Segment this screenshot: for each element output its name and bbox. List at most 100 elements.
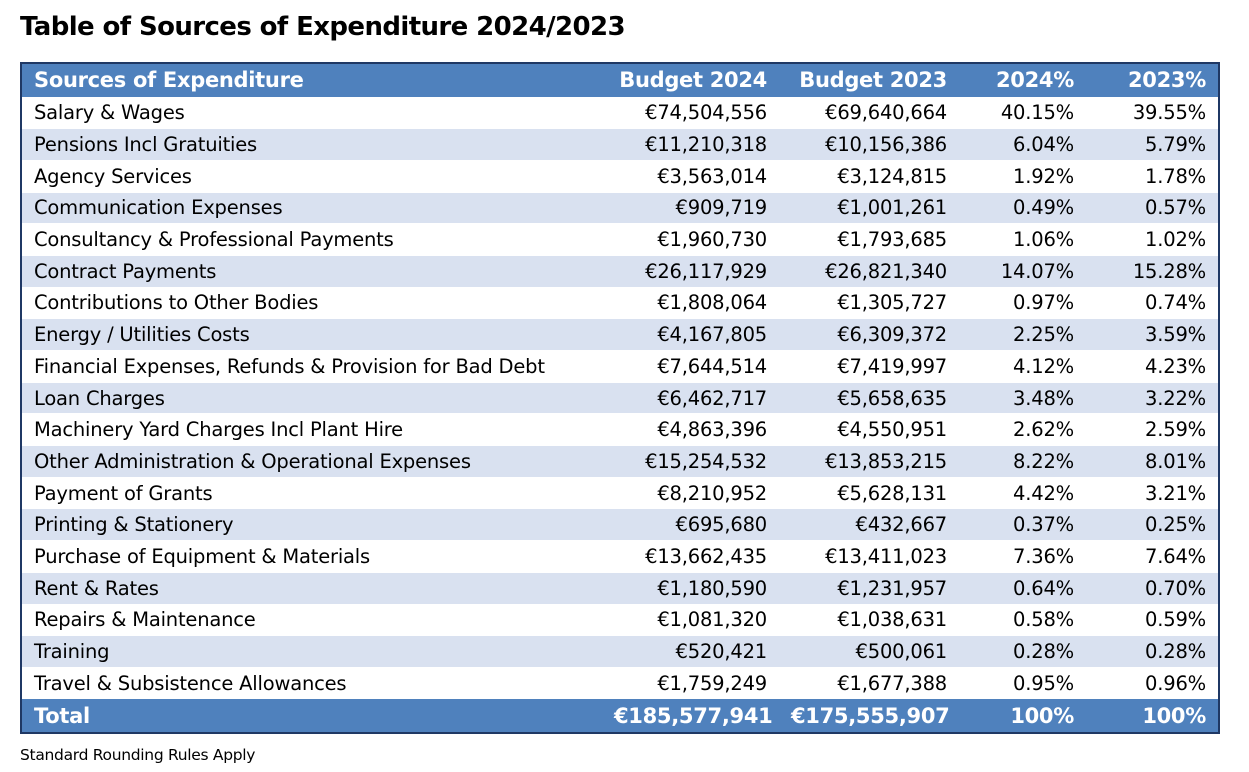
table-row: Energy / Utilities Costs €4,167,805 €6,309… — [21, 318, 1219, 351]
cell-pct-2023: 15.28% — [1086, 254, 1219, 288]
table-row: Travel & Subsistence Allowances €1,759,24… — [21, 666, 1219, 700]
cell-pct-2024: 14.07% — [959, 254, 1086, 288]
cell-budget-2023: €1,038,631 — [779, 603, 959, 636]
cell-budget-2024: €1,808,064 — [602, 286, 779, 319]
cell-budget-2024: €6,462,717 — [602, 381, 779, 414]
table-header: Sources of Expenditure Budget 2024 Budge… — [21, 63, 1219, 97]
total-row: Total €185,577,941 €175,555,907 100% 100… — [21, 699, 1219, 734]
cell-pct-2024: 7.36% — [959, 540, 1086, 573]
cell-source: Energy / Utilities Costs — [21, 318, 602, 351]
column-header-pct-2024: 2024% — [996, 68, 1074, 93]
cell-budget-2024: €26,117,929 — [602, 254, 779, 288]
cell-budget-2023: €432,667 — [779, 508, 959, 541]
table-row: Rent & Rates €1,180,590 €1,231,957 0.64% 0.7… — [21, 571, 1219, 604]
cell-source: Purchase of Equipment & Materials — [21, 540, 602, 573]
cell-source: Contract Payments — [21, 254, 602, 288]
cell-pct-2023: 0.28% — [1086, 635, 1219, 668]
cell-source: Printing & Stationery — [21, 508, 602, 541]
cell-budget-2024: €11,210,318 — [602, 128, 779, 161]
table-row: Loan Charges €6,462,717 €5,658,635 3.48% 3.2… — [21, 381, 1219, 414]
cell-pct-2024: 0.37% — [959, 508, 1086, 541]
cell-pct-2023: 0.70% — [1086, 571, 1219, 604]
page-title: Table of Sources of Expenditure 2024/202… — [20, 12, 626, 42]
table-row: Purchase of Equipment & Materials €13,662… — [21, 540, 1219, 573]
cell-budget-2024: €8,210,952 — [602, 476, 779, 509]
cell-budget-2023: €500,061 — [779, 635, 959, 668]
cell-pct-2024: 8.22% — [959, 445, 1086, 478]
cell-pct-2024: 0.58% — [959, 603, 1086, 636]
cell-pct-2024: 1.06% — [959, 223, 1086, 256]
cell-pct-2024: 0.97% — [959, 286, 1086, 319]
expenditure-table: Sources of Expenditure Budget 2024 Budge… — [20, 62, 1220, 735]
cell-pct-2024: 0.49% — [959, 191, 1086, 224]
cell-pct-2024: 0.95% — [959, 666, 1086, 700]
column-header-pct-2023: 2023% — [1128, 68, 1206, 93]
table-row: Machinery Yard Charges Incl Plant Hire €4… — [21, 413, 1219, 446]
cell-pct-2023: 0.57% — [1086, 191, 1219, 224]
table-row: Payment of Grants €8,210,952 €5,628,131 4.4… — [21, 476, 1219, 509]
cell-budget-2023: €26,821,340 — [779, 254, 959, 288]
cell-source: Repairs & Maintenance — [21, 603, 602, 636]
cell-budget-2024: €4,167,805 — [602, 318, 779, 351]
table-row: Contract Payments €26,117,929 €26,821,340 1… — [21, 254, 1219, 288]
cell-budget-2023: €5,658,635 — [779, 381, 959, 414]
cell-pct-2024: 0.64% — [959, 571, 1086, 604]
cell-budget-2024: €3,563,014 — [602, 159, 779, 193]
cell-source: Training — [21, 635, 602, 668]
cell-pct-2023: 0.74% — [1086, 286, 1219, 319]
cell-pct-2023: 5.79% — [1086, 128, 1219, 161]
cell-budget-2024: €1,960,730 — [602, 223, 779, 256]
cell-budget-2023: €5,628,131 — [779, 476, 959, 509]
table-body: Salary & Wages €74,504,556 €69,640,664 40.1… — [21, 96, 1219, 700]
table-row: Training €520,421 €500,061 0.28% 0.28% — [21, 635, 1219, 668]
table-footer: Total €185,577,941 €175,555,907 100% 100… — [21, 699, 1219, 734]
cell-pct-2023: 3.59% — [1086, 318, 1219, 351]
cell-budget-2024: €15,254,532 — [602, 445, 779, 478]
cell-source: Machinery Yard Charges Incl Plant Hire — [21, 413, 602, 446]
cell-budget-2023: €1,677,388 — [779, 666, 959, 700]
cell-source: Communication Expenses — [21, 191, 602, 224]
cell-budget-2024: €7,644,514 — [602, 350, 779, 383]
cell-pct-2023: 1.78% — [1086, 159, 1219, 193]
cell-pct-2023: 0.59% — [1086, 603, 1219, 636]
cell-source: Agency Services — [21, 159, 602, 193]
cell-pct-2024: 3.48% — [959, 381, 1086, 414]
cell-budget-2023: €13,853,215 — [779, 445, 959, 478]
cell-pct-2024: 40.15% — [959, 96, 1086, 129]
footnote: Standard Rounding Rules Apply — [20, 746, 256, 764]
total-label: Total — [34, 703, 90, 728]
table-row: Printing & Stationery €695,680 €432,667 0.3… — [21, 508, 1219, 541]
header-row: Sources of Expenditure Budget 2024 Budge… — [21, 63, 1219, 97]
cell-budget-2023: €13,411,023 — [779, 540, 959, 573]
cell-budget-2024: €520,421 — [602, 635, 779, 668]
cell-budget-2024: €1,759,249 — [602, 666, 779, 700]
table-row: Agency Services €3,563,014 €3,124,815 1.92%… — [21, 159, 1219, 193]
cell-budget-2024: €4,863,396 — [602, 413, 779, 446]
table-row: Salary & Wages €74,504,556 €69,640,664 40.1… — [21, 96, 1219, 129]
cell-budget-2023: €69,640,664 — [779, 96, 959, 129]
cell-pct-2024: 0.28% — [959, 635, 1086, 668]
cell-budget-2024: €74,504,556 — [602, 96, 779, 129]
cell-budget-2023: €1,231,957 — [779, 571, 959, 604]
cell-pct-2023: 1.02% — [1086, 223, 1219, 256]
cell-pct-2024: 6.04% — [959, 128, 1086, 161]
cell-pct-2023: 39.55% — [1086, 96, 1219, 129]
cell-pct-2024: 2.62% — [959, 413, 1086, 446]
cell-pct-2023: 7.64% — [1086, 540, 1219, 573]
cell-source: Pensions Incl Gratuities — [21, 128, 602, 161]
cell-source: Contributions to Other Bodies — [21, 286, 602, 319]
cell-source: Consultancy & Professional Payments — [21, 223, 602, 256]
table-row: Other Administration & Operational Expen… — [21, 445, 1219, 478]
column-header-budget-2023: Budget 2023 — [799, 68, 947, 93]
cell-source: Salary & Wages — [21, 96, 602, 129]
cell-budget-2024: €1,180,590 — [602, 571, 779, 604]
cell-pct-2023: 2.59% — [1086, 413, 1219, 446]
cell-pct-2023: 8.01% — [1086, 445, 1219, 478]
cell-budget-2023: €6,309,372 — [779, 318, 959, 351]
table-row: Contributions to Other Bodies €1,808,064 €… — [21, 286, 1219, 319]
cell-budget-2023: €7,419,997 — [779, 350, 959, 383]
cell-pct-2024: 2.25% — [959, 318, 1086, 351]
cell-source: Loan Charges — [21, 381, 602, 414]
total-pct-2024: 100% — [1010, 703, 1074, 728]
cell-pct-2023: 0.96% — [1086, 666, 1219, 700]
